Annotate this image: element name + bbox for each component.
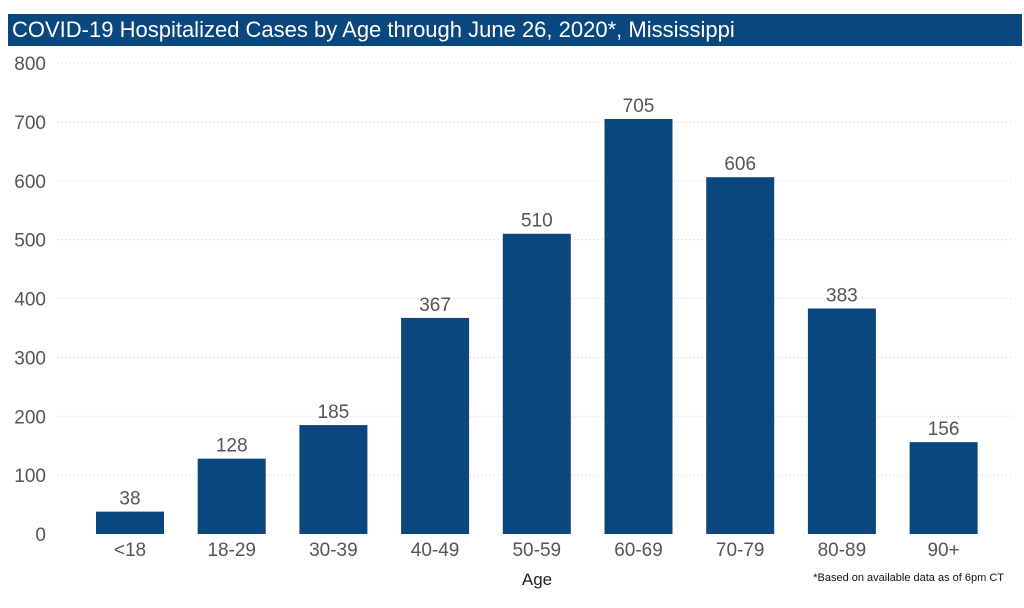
y-tick-label: 400	[14, 290, 46, 311]
data-label: 367	[419, 295, 451, 316]
data-label: 128	[216, 436, 248, 457]
bar	[401, 317, 470, 534]
y-tick-label: 200	[14, 407, 46, 428]
bar	[706, 177, 775, 534]
bar	[96, 511, 164, 534]
footnote: *Based on available data as of 6pm CT	[813, 572, 1004, 584]
chart-title: COVID-19 Hospitalized Cases by Age throu…	[12, 17, 735, 42]
x-tick-label: 50-59	[512, 540, 561, 561]
bar	[604, 118, 673, 535]
y-tick-label: 100	[14, 466, 46, 487]
x-tick-label: 90+	[927, 540, 959, 561]
y-tick-label: 0	[35, 525, 46, 546]
data-label: 383	[826, 286, 858, 307]
y-tick-label: 700	[14, 113, 46, 134]
bar	[502, 233, 571, 535]
x-axis-title: Age	[522, 570, 552, 589]
data-label: 606	[724, 154, 756, 175]
y-tick-label: 500	[14, 231, 46, 252]
y-tick-label: 300	[14, 348, 46, 369]
bar	[909, 442, 978, 534]
x-tick-label: 40-49	[411, 540, 460, 561]
data-label: 705	[623, 96, 655, 117]
chart-title-bar: COVID-19 Hospitalized Cases by Age throu…	[8, 14, 1022, 46]
y-tick-label: 600	[14, 172, 46, 193]
data-label: 185	[318, 402, 350, 423]
y-tick-label: 800	[14, 54, 46, 75]
data-label: 38	[119, 489, 140, 510]
x-tick-label: 80-89	[818, 540, 867, 561]
x-tick-label: 70-79	[716, 540, 765, 561]
data-label: 156	[928, 419, 960, 440]
x-tick-label: <18	[114, 540, 146, 561]
bar	[197, 458, 266, 534]
x-tick-label: 30-39	[309, 540, 358, 561]
data-label: 510	[521, 211, 553, 232]
x-tick-label: 60-69	[614, 540, 663, 561]
bar	[299, 425, 368, 534]
x-tick-label: 18-29	[207, 540, 256, 561]
bar	[807, 308, 876, 534]
